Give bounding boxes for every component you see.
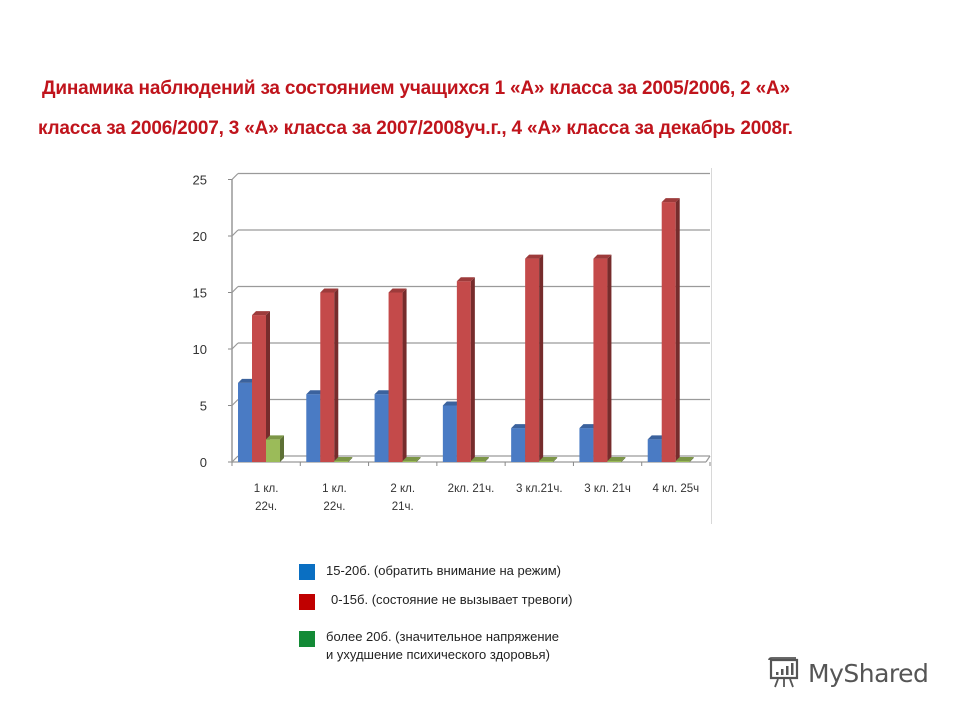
gridline-depth [231,455,239,463]
gridline-depth [231,399,239,406]
x-category-label: 21ч. [392,501,414,513]
legend-label: 15-20б. (обратить внимание на режим) [326,563,562,578]
bar [511,424,530,462]
bar [388,288,407,462]
bar [266,435,284,462]
chart-title-line-2: класса за 2006/2007, 3 «А» класса за 200… [38,118,793,139]
bar [525,254,544,462]
x-category-label: 22ч. [255,501,277,513]
y-tick-label: 5 [200,399,207,414]
x-category-label: 3 кл.21ч. [516,483,563,495]
legend-label: и ухудшение психического здоровья) [326,647,550,662]
bar [539,457,558,462]
chart-frame-right [711,168,712,524]
chart-title-line-1: Динамика наблюдений за состоянием учащих… [42,78,790,99]
y-tick-label: 15 [193,286,207,301]
x-category-label: 2 кл. [390,483,415,495]
gridline-depth [231,286,239,293]
watermark: MyShared [766,657,929,689]
bar [593,254,612,462]
bar [675,457,694,462]
x-category-label: 3 кл. 21ч [584,483,631,495]
legend-swatch-blue [299,564,315,580]
bar [402,457,421,462]
bar [320,288,339,462]
legend-swatch-green [299,631,315,647]
presentation-board-icon [768,657,799,688]
x-category-label: 2кл. 21ч. [448,483,495,495]
bar [456,277,475,462]
y-tick-label: 25 [193,173,207,188]
legend-label: 0-15б. (состояние не вызывает тревоги) [331,592,573,607]
x-category-label: 4 кл. 25ч [653,483,700,495]
gridline-depth [231,173,239,180]
legend-swatch-red [299,594,315,610]
chart-bars [238,198,694,462]
bar [470,457,489,462]
y-tick-label: 10 [193,342,207,357]
bar [607,457,626,462]
x-category-label: 1 кл. [322,483,347,495]
chart-axis-labels: 0 5 10 15 20 25 1 кл. 22ч. 1 кл. 22ч. 2 кл. 21ч. 2кл… [193,173,700,514]
gridline-depth [231,342,239,350]
bar [661,198,680,462]
gridline-depth [231,229,239,237]
bar [334,457,353,462]
watermark-text: MyShared [808,658,929,688]
legend-label: более 20б. (значительное напряжение [326,629,560,644]
y-tick-label: 20 [193,229,207,244]
x-category-label: 22ч. [323,501,345,513]
bar [252,311,270,462]
x-category-label: 1 кл. [254,483,279,495]
y-tick-label: 0 [200,455,207,470]
